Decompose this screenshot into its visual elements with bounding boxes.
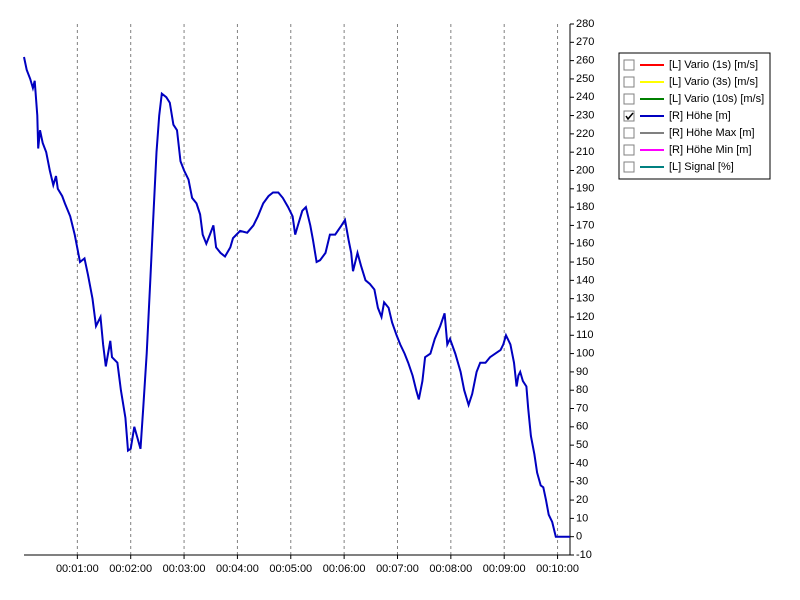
y-tick-label: 70 <box>576 402 588 414</box>
legend-checkbox[interactable] <box>623 76 635 88</box>
x-tick-label: 00:05:00 <box>269 563 312 575</box>
y-tick-label: 80 <box>576 384 588 396</box>
x-tick-label: 00:08:00 <box>429 563 472 575</box>
legend-checkbox[interactable] <box>623 161 635 173</box>
x-tick-label: 00:04:00 <box>216 563 259 575</box>
x-tick-label: 00:02:00 <box>109 563 152 575</box>
legend-label: [R] Höhe Max [m] <box>669 127 755 139</box>
legend-label: [R] Höhe [m] <box>669 110 731 122</box>
y-tick-label: 220 <box>576 128 594 140</box>
y-tick-label: 10 <box>576 512 588 524</box>
y-tick-label: 230 <box>576 109 594 121</box>
y-tick-label: 130 <box>576 293 594 305</box>
legend-checkbox[interactable] <box>623 59 635 71</box>
y-tick-label: 250 <box>576 73 594 85</box>
y-tick-label: 280 <box>576 18 594 30</box>
x-tick-label: 00:09:00 <box>483 563 526 575</box>
y-tick-label: 200 <box>576 164 594 176</box>
y-tick-label: 40 <box>576 457 588 469</box>
y-tick-label: 90 <box>576 366 588 378</box>
legend-label: [L] Vario (3s) [m/s] <box>669 76 758 88</box>
y-tick-label: -10 <box>576 549 592 561</box>
legend-label: [L] Vario (10s) [m/s] <box>669 93 764 105</box>
y-tick-label: 160 <box>576 238 594 250</box>
x-tick-label: 00:07:00 <box>376 563 419 575</box>
x-tick-label: 00:10:00 <box>536 563 579 575</box>
y-tick-label: 20 <box>576 494 588 506</box>
y-tick-label: 210 <box>576 146 594 158</box>
legend-checkmark <box>625 112 634 121</box>
y-tick-label: 240 <box>576 91 594 103</box>
series-line <box>23 56 570 538</box>
y-tick-label: 190 <box>576 183 594 195</box>
y-tick-label: 110 <box>576 329 594 341</box>
y-tick-label: 260 <box>576 55 594 67</box>
legend-checkbox[interactable] <box>623 110 635 122</box>
y-tick-label: 0 <box>576 531 582 543</box>
legend-checkbox[interactable] <box>623 144 635 156</box>
y-tick-label: 170 <box>576 219 594 231</box>
y-tick-label: 50 <box>576 439 588 451</box>
legend-checkbox[interactable] <box>623 127 635 139</box>
y-tick-label: 140 <box>576 274 594 286</box>
y-tick-label: 180 <box>576 201 594 213</box>
y-tick-label: 120 <box>576 311 594 323</box>
y-tick-label: 30 <box>576 476 588 488</box>
y-tick-label: 150 <box>576 256 594 268</box>
x-tick-label: 00:01:00 <box>56 563 99 575</box>
x-tick-label: 00:06:00 <box>323 563 366 575</box>
legend-label: [R] Höhe Min [m] <box>669 144 752 156</box>
legend-label: [L] Vario (1s) [m/s] <box>669 59 758 71</box>
x-tick-label: 00:03:00 <box>163 563 206 575</box>
y-tick-label: 270 <box>576 36 594 48</box>
legend-label: [L] Signal [%] <box>669 161 734 173</box>
y-tick-label: 60 <box>576 421 588 433</box>
y-tick-label: 100 <box>576 347 594 359</box>
legend-checkbox[interactable] <box>623 93 635 105</box>
